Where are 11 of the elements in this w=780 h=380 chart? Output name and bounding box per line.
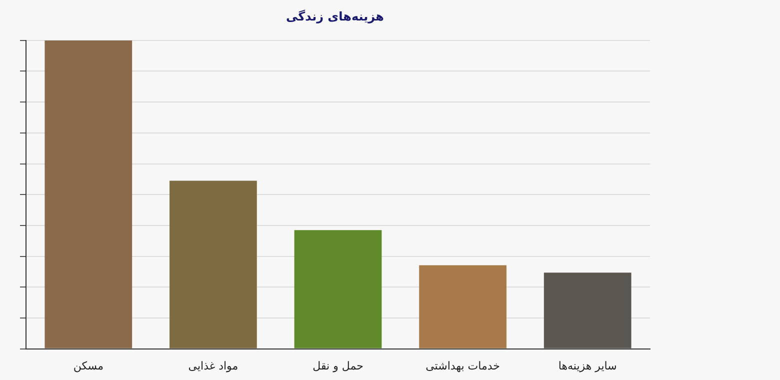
x-tick-label: سایر هزینه‌ها — [558, 359, 617, 372]
x-tick-label: خدمات بهداشتی — [426, 359, 500, 372]
bar — [544, 272, 632, 348]
x-tick-label: مواد غذایی — [188, 359, 238, 372]
x-tick-label: حمل و نقل — [312, 359, 364, 372]
bar — [170, 180, 257, 348]
bar — [419, 265, 506, 348]
chart-title: هزینه‌های زندگی — [286, 9, 384, 24]
bar — [294, 230, 382, 348]
x-tick-label: مسکن — [73, 359, 104, 372]
bar — [44, 40, 132, 348]
